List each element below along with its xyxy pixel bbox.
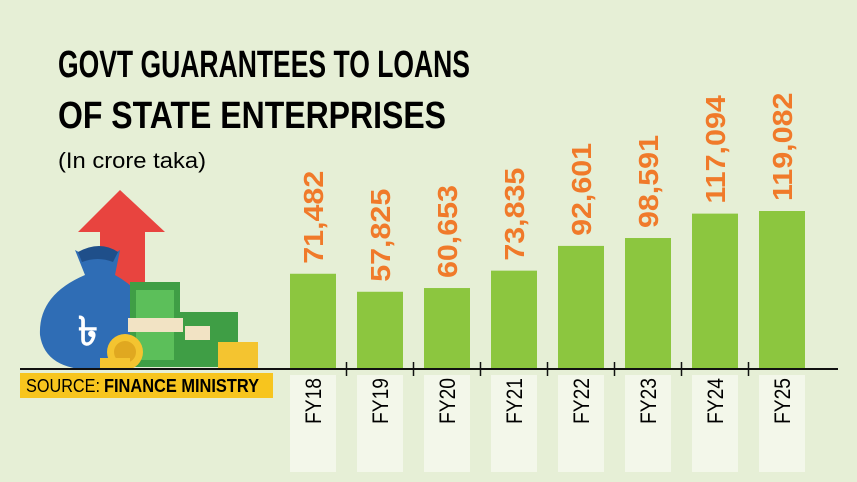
illustration: ৳ [39, 190, 258, 370]
bar [558, 245, 604, 368]
source-box [20, 373, 273, 398]
bar [290, 273, 336, 368]
value-label: 117,094 [700, 95, 731, 204]
source-text: FINANCE MINISTRY [104, 376, 259, 396]
x-tick-label: FY25 [770, 378, 795, 424]
category-box [692, 375, 738, 472]
category-box [625, 375, 671, 472]
x-tick-label: FY18 [301, 378, 326, 424]
value-label: 73,835 [499, 168, 530, 261]
bar [692, 213, 738, 368]
value-label: 92,601 [566, 143, 597, 236]
category-box [290, 375, 336, 472]
chart-subtitle: (In crore taka) [58, 148, 206, 173]
bar [424, 288, 470, 368]
x-tick-label: FY20 [435, 378, 460, 424]
bar [625, 238, 671, 368]
category-box [558, 375, 604, 472]
x-tick-label: FY21 [502, 378, 527, 424]
value-label: 98,591 [633, 135, 664, 228]
value-label: 71,482 [298, 171, 329, 264]
source-label: SOURCE: [26, 376, 100, 396]
category-box [759, 375, 805, 472]
category-box [424, 375, 470, 472]
bar [491, 270, 537, 368]
value-label: 119,082 [767, 93, 798, 202]
category-box [491, 375, 537, 472]
x-tick-label: FY22 [569, 378, 594, 424]
x-tick-label: FY23 [636, 378, 661, 424]
bar [357, 291, 403, 368]
bar [759, 211, 805, 368]
value-label: 60,653 [432, 185, 463, 278]
x-tick-label: FY19 [368, 378, 393, 424]
x-tick-label: FY24 [703, 378, 728, 424]
svg-text:৳: ৳ [78, 310, 98, 354]
chart-title-line: GOVT GUARANTEES TO LOANS [58, 44, 470, 86]
category-box [357, 375, 403, 472]
chart-title-line: OF STATE ENTERPRISES [58, 95, 446, 137]
value-label: 57,825 [365, 189, 396, 282]
